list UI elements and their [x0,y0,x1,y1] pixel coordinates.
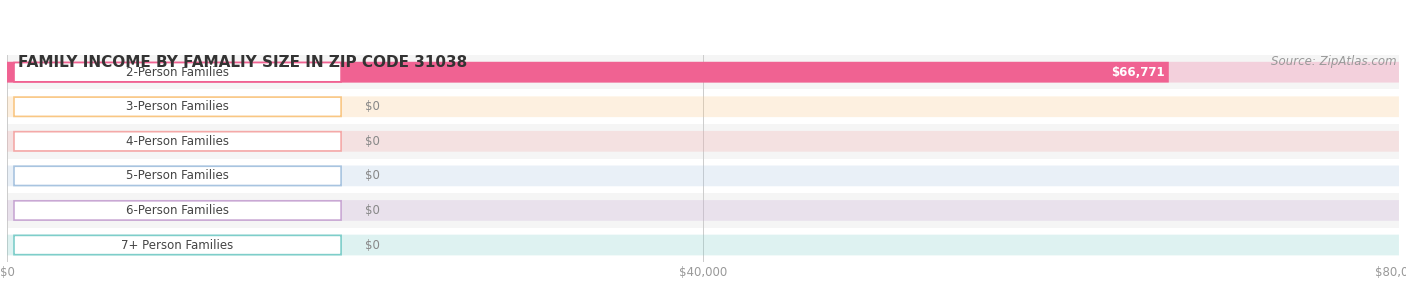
Text: $0: $0 [364,204,380,217]
Text: 2-Person Families: 2-Person Families [127,66,229,79]
FancyBboxPatch shape [14,201,342,220]
FancyBboxPatch shape [7,228,1399,262]
Text: $0: $0 [364,169,380,182]
FancyBboxPatch shape [7,62,1399,83]
FancyBboxPatch shape [7,55,1399,89]
FancyBboxPatch shape [14,166,342,185]
Text: FAMILY INCOME BY FAMALIY SIZE IN ZIP CODE 31038: FAMILY INCOME BY FAMALIY SIZE IN ZIP COD… [18,55,467,70]
Text: $0: $0 [364,135,380,148]
Text: 4-Person Families: 4-Person Families [127,135,229,148]
FancyBboxPatch shape [7,193,1399,228]
FancyBboxPatch shape [14,235,342,255]
FancyBboxPatch shape [7,166,1399,186]
Text: 3-Person Families: 3-Person Families [127,100,229,113]
FancyBboxPatch shape [7,159,1399,193]
FancyBboxPatch shape [7,200,1399,221]
Text: 5-Person Families: 5-Person Families [127,169,229,182]
FancyBboxPatch shape [7,62,1168,83]
FancyBboxPatch shape [14,132,342,151]
FancyBboxPatch shape [7,89,1399,124]
FancyBboxPatch shape [7,235,1399,255]
FancyBboxPatch shape [7,96,1399,117]
FancyBboxPatch shape [7,124,1399,159]
FancyBboxPatch shape [7,131,1399,152]
FancyBboxPatch shape [14,63,342,82]
Text: 6-Person Families: 6-Person Families [127,204,229,217]
Text: Source: ZipAtlas.com: Source: ZipAtlas.com [1271,55,1396,68]
Text: 7+ Person Families: 7+ Person Families [121,239,233,252]
FancyBboxPatch shape [14,97,342,117]
Text: $0: $0 [364,100,380,113]
Text: $66,771: $66,771 [1111,66,1164,79]
Text: $0: $0 [364,239,380,252]
